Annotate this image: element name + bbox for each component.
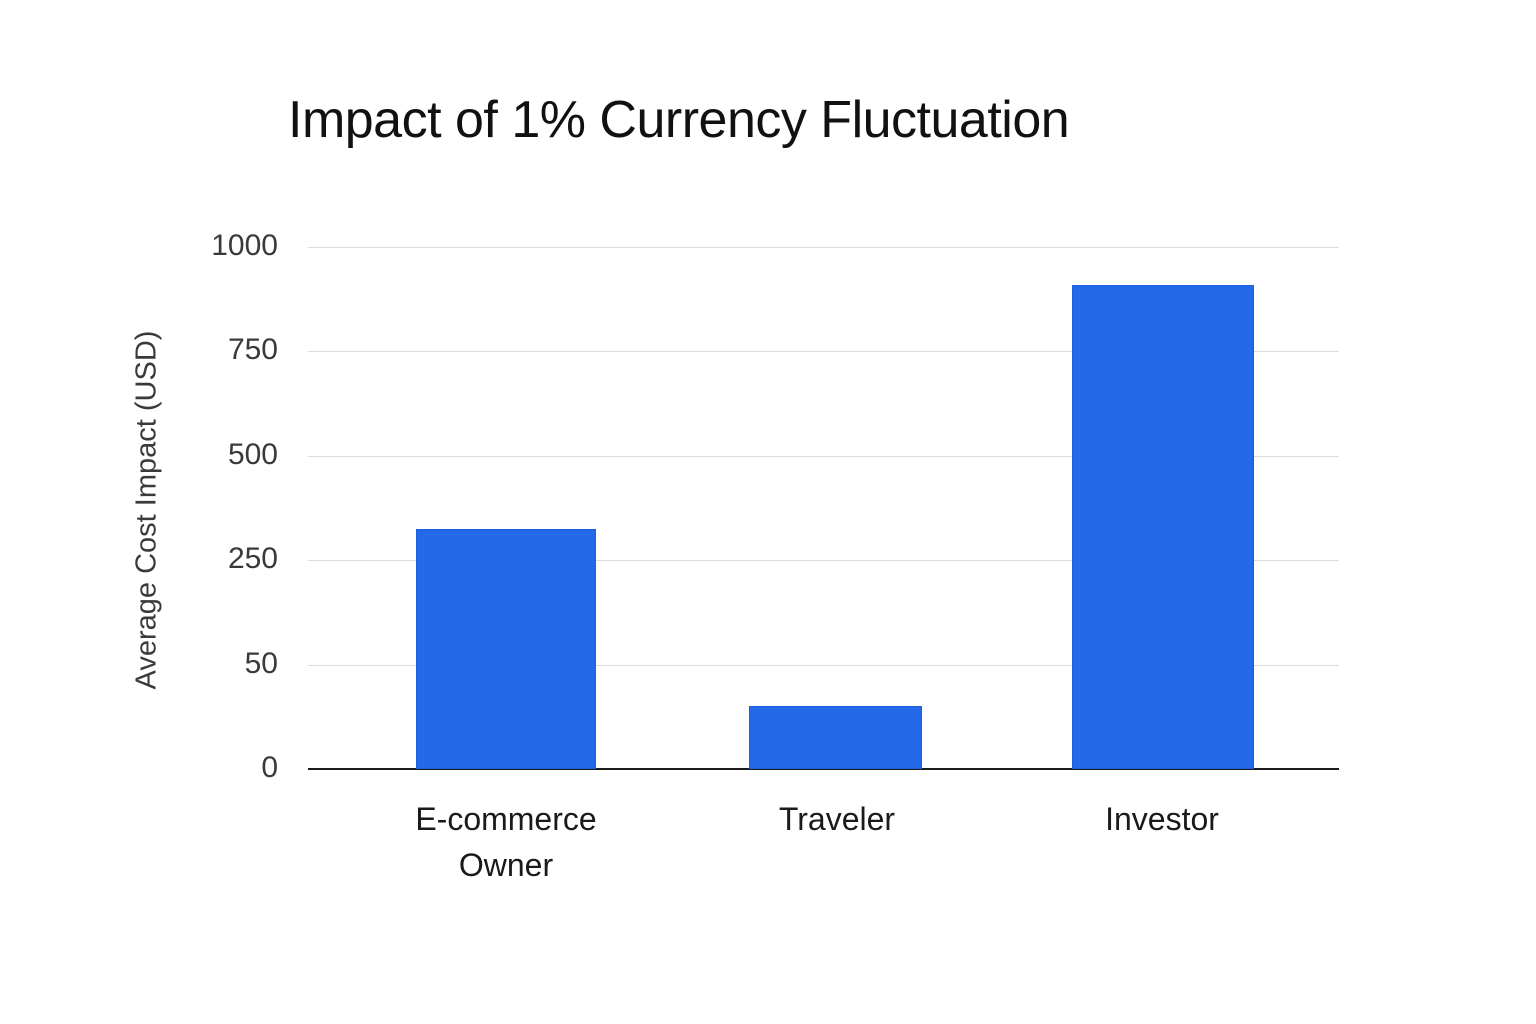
x-axis-line bbox=[308, 768, 1339, 770]
gridline bbox=[308, 455, 1339, 457]
y-tick-label: 500 bbox=[227, 437, 278, 471]
bar-investor bbox=[1072, 284, 1254, 769]
chart-title: Impact of 1% Currency Fluctuation bbox=[288, 91, 1070, 149]
x-tick-label: Investor bbox=[1105, 801, 1219, 837]
x-tick-label: E-commerce Owner bbox=[415, 801, 597, 883]
gridline bbox=[308, 247, 1339, 248]
y-tick-label: 1000 bbox=[211, 229, 278, 262]
gridline bbox=[308, 664, 1339, 666]
x-tick-label: Traveler bbox=[778, 801, 896, 837]
y-tick-label: 50 bbox=[244, 646, 278, 680]
y-tick-label: 250 bbox=[227, 542, 278, 576]
gridline bbox=[308, 560, 1339, 562]
gridline bbox=[308, 351, 1339, 353]
bar-traveler bbox=[749, 706, 922, 769]
y-tick-label: 750 bbox=[227, 333, 278, 367]
y-tick-label: 0 bbox=[261, 751, 278, 784]
bar-e-commerce-owner bbox=[416, 528, 596, 769]
